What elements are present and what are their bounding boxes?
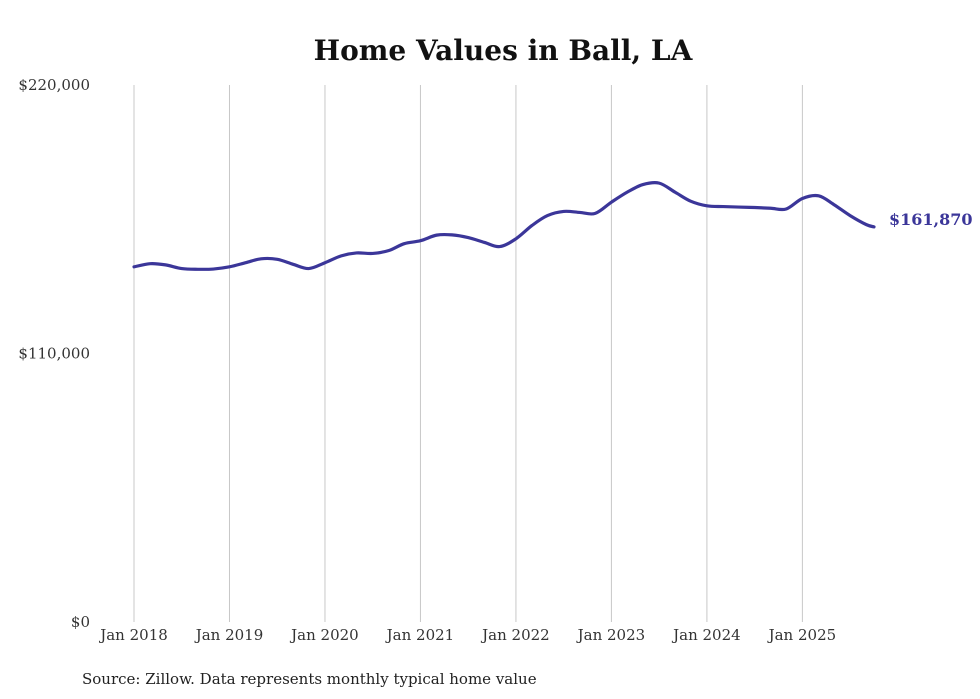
series-line-0: [132, 180, 876, 271]
y-axis-ticks: $220,000 $110,000 $0: [18, 76, 90, 631]
x-tick-label: Jan 2024: [671, 626, 741, 644]
x-tick-label: Jan 2025: [767, 626, 837, 644]
x-axis-ticks: Jan 2018 Jan 2019 Jan 2020 Jan 2021 Jan 2022…: [98, 626, 836, 644]
x-tick-label: Jan 2018: [98, 626, 168, 644]
x-tick-label: Jan 2022: [480, 626, 550, 644]
y-tick-label: $0: [71, 613, 90, 631]
y-tick-label: $110,000: [18, 345, 90, 363]
end-labels: $161,870: [889, 210, 973, 229]
chart-title: Home Values in Ball, LA: [314, 34, 694, 67]
y-tick-label: $220,000: [18, 76, 90, 94]
x-tick-label: Jan 2020: [289, 626, 359, 644]
series-lines: [132, 180, 876, 271]
gridlines: [133, 85, 803, 622]
source-note: Source: Zillow. Data represents monthly …: [82, 670, 537, 688]
end-value-label: $161,870: [889, 210, 973, 229]
x-tick-label: Jan 2019: [194, 626, 264, 644]
x-tick-label: Jan 2023: [576, 626, 646, 644]
x-tick-label: Jan 2021: [385, 626, 455, 644]
